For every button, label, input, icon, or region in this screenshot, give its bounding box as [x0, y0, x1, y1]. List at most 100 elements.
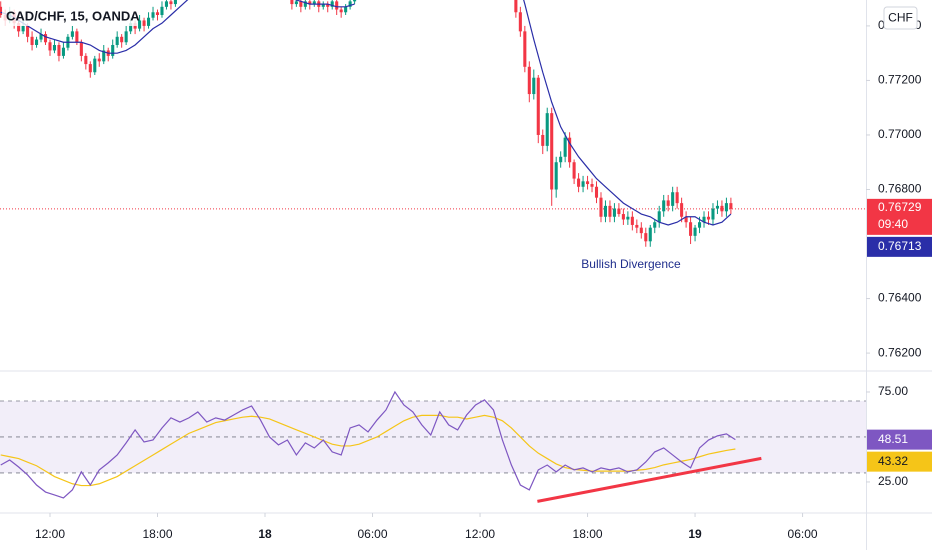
candle-body: [88, 64, 92, 73]
rsi-ma-value-box: [867, 451, 932, 472]
candle-body: [715, 205, 719, 209]
candle-body: [308, 1, 312, 5]
candle-body: [639, 227, 643, 234]
candle-body: [124, 31, 128, 43]
candle-body: [330, 1, 334, 7]
candle-body: [290, 0, 294, 5]
candle-body: [97, 58, 101, 62]
candle-body: [138, 20, 142, 29]
candle-body: [111, 44, 115, 56]
candle-body: [626, 216, 630, 220]
currency-label: CHF: [888, 11, 913, 25]
candle-body: [684, 216, 688, 223]
candle-body: [563, 137, 567, 157]
candle-body: [662, 200, 666, 212]
ma-value-box: [867, 236, 932, 257]
candle-body: [79, 42, 83, 56]
candle-body: [115, 36, 119, 45]
candle-body: [608, 205, 612, 217]
candle-body: [75, 31, 79, 43]
candle-body: [348, 1, 352, 7]
candle-body: [675, 192, 679, 204]
candle-body: [155, 12, 160, 15]
candle-body: [523, 31, 527, 67]
candle-body: [711, 208, 715, 220]
candle-body: [48, 42, 52, 51]
candle-body: [720, 205, 724, 212]
candle-body: [294, 1, 298, 5]
candle-body: [93, 58, 97, 73]
candle-body: [173, 0, 177, 5]
candle-body: [147, 17, 151, 26]
candle-body: [326, 4, 330, 7]
x-tick-label: 12:00: [465, 527, 495, 541]
x-tick-label: 06:00: [358, 527, 388, 541]
last-price-box: [867, 198, 932, 235]
y-tick-label: 0.76400: [878, 291, 922, 305]
y-tick-label: 0.77000: [878, 127, 922, 141]
candle-body: [17, 23, 21, 32]
candle-body: [572, 162, 576, 179]
candle-body: [160, 6, 164, 15]
candle-body: [335, 1, 339, 10]
candle-body: [635, 224, 639, 228]
candle-body: [541, 134, 545, 146]
candle-body: [339, 9, 343, 13]
candle-body: [666, 200, 670, 206]
candle-body: [644, 233, 648, 242]
candle-body: [21, 25, 25, 32]
candle-body: [630, 216, 634, 225]
x-tick-label: 19: [688, 527, 702, 541]
candle-body: [554, 162, 558, 190]
rsi-ma-line: [0, 414, 736, 487]
candle-body: [729, 203, 733, 209]
x-tick-label: 18: [258, 527, 272, 541]
candle-body: [648, 227, 652, 242]
candle-body: [514, 0, 518, 13]
currency-box[interactable]: [883, 6, 918, 30]
candle-body: [599, 197, 603, 217]
candle-body: [52, 44, 57, 51]
x-tick-label: 06:00: [788, 527, 818, 541]
divergence-trendline: [537, 456, 762, 503]
price-pane: [0, 0, 866, 247]
candle-body: [84, 55, 88, 65]
annotation: Bullish Divergence: [581, 257, 681, 271]
candle-body: [321, 4, 325, 7]
candle-body: [689, 222, 693, 236]
candle-body: [697, 222, 702, 228]
candle-body: [43, 34, 48, 43]
moving-average: [0, 0, 732, 226]
candle-body: [151, 12, 155, 18]
candle-body: [102, 50, 106, 62]
candle-body: [169, 1, 173, 5]
rsi-tick-label: 75.00: [878, 384, 908, 398]
candle-body: [603, 205, 608, 217]
candle-body: [303, 1, 307, 7]
candle-body: [653, 222, 657, 228]
candle-body: [590, 184, 594, 187]
candle-body: [693, 227, 697, 236]
rsi-value-box: [867, 429, 932, 450]
candle-body: [164, 1, 169, 7]
candle-body: [612, 208, 616, 217]
candle-body: [680, 203, 684, 217]
candle-body: [671, 192, 675, 206]
candle-body: [312, 1, 316, 5]
candle-body: [344, 6, 348, 13]
y-tick-label: 0.77200: [878, 73, 922, 87]
countdown-label: 09:40: [878, 217, 908, 231]
last-price-label: 0.76729: [878, 200, 922, 214]
candle-body: [61, 47, 65, 56]
candle-body: [577, 178, 581, 187]
rsi-tick-label: 25.00: [878, 474, 908, 488]
candle-body: [532, 77, 536, 95]
candle-body: [129, 23, 133, 32]
axes: 0.774000.772000.770000.768000.764000.762…: [35, 18, 932, 541]
x-tick-label: 12:00: [35, 527, 65, 541]
candle-body: [35, 39, 39, 45]
x-tick-label: 18:00: [142, 527, 172, 541]
candle-body: [527, 66, 531, 95]
candle-body: [581, 181, 585, 187]
